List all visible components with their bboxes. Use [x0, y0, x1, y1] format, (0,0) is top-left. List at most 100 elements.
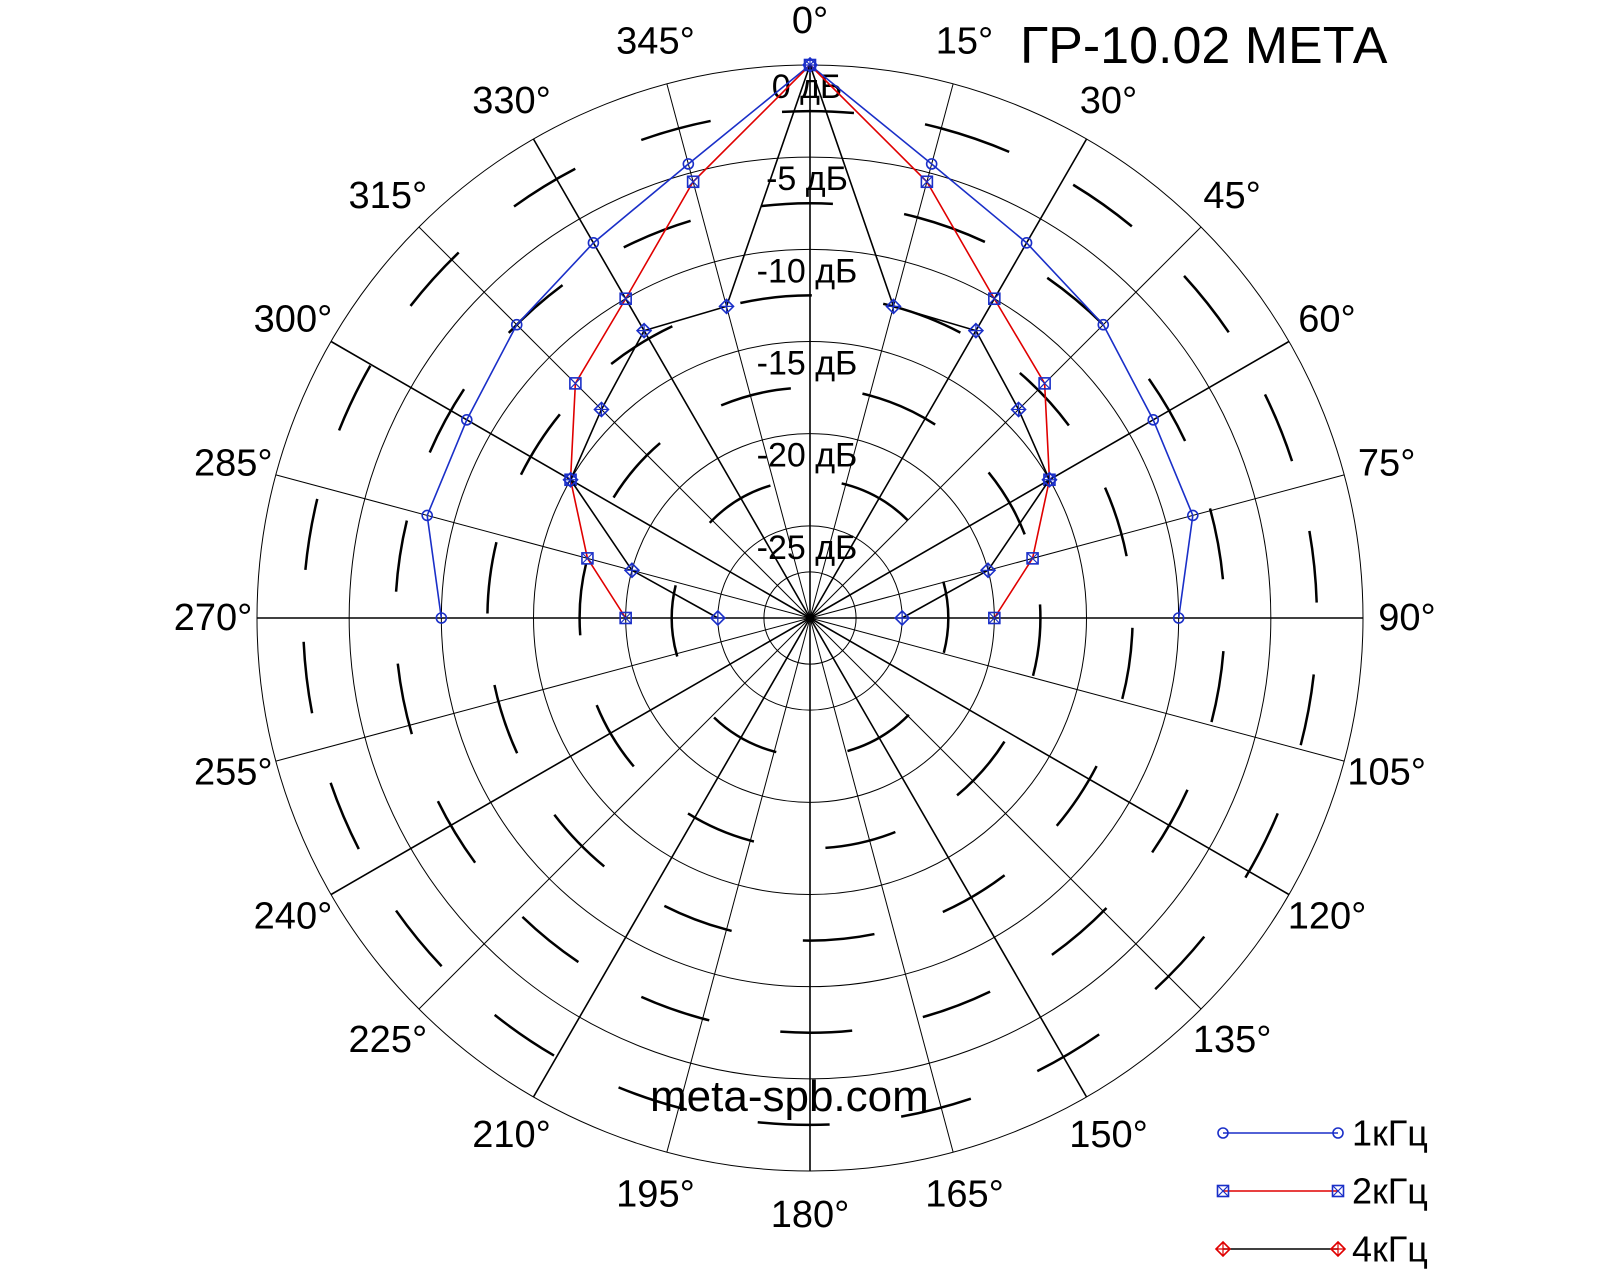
db-tick-label: -25 дБ	[757, 529, 858, 567]
marker-plus	[981, 563, 996, 578]
angle-label: 60°	[1298, 299, 1355, 341]
legend-marker	[1332, 1127, 1344, 1139]
data-point	[885, 298, 902, 315]
marker-plus	[886, 299, 901, 314]
legend-marker	[1216, 1184, 1230, 1198]
grid-spoke	[809, 617, 954, 1153]
grid-spoke	[275, 474, 811, 619]
data-point	[587, 237, 600, 249]
marker-plus	[563, 472, 578, 487]
legend-entry: 4кГц	[1214, 1229, 1428, 1270]
grid-spoke	[809, 474, 1345, 619]
data-point	[569, 377, 582, 390]
marker-plus	[1331, 1242, 1345, 1256]
marker-square	[619, 292, 632, 306]
grid-spoke	[275, 617, 811, 762]
data-point	[801, 56, 819, 74]
db-tick-label: -20 дБ	[757, 437, 858, 475]
angle-label: 300°	[254, 299, 333, 341]
marker-square	[1216, 1184, 1230, 1198]
angle-label: 105°	[1347, 752, 1426, 794]
angle-label: 135°	[1193, 1019, 1272, 1061]
angle-label: 120°	[1288, 896, 1367, 938]
data-point	[623, 562, 641, 579]
data-point	[682, 158, 695, 170]
marker-cross	[1217, 1185, 1229, 1197]
data-point	[1038, 377, 1051, 390]
marker-plus	[803, 58, 817, 72]
grid-spoke	[809, 138, 1088, 619]
marker-square	[1331, 1184, 1345, 1198]
data-point	[1147, 414, 1160, 426]
angle-label: 210°	[472, 1114, 551, 1156]
data-point	[920, 175, 934, 189]
marker-cross	[619, 612, 632, 624]
data-point	[1020, 237, 1033, 249]
marker-plus	[594, 402, 609, 417]
db-tick-label: -10 дБ	[757, 252, 858, 290]
legend-label: 2кГц	[1352, 1171, 1428, 1212]
data-point	[1097, 318, 1110, 331]
angle-label: 195°	[616, 1174, 695, 1216]
angle-label: 15°	[936, 20, 993, 62]
marker-square	[920, 175, 934, 189]
marker-plus	[1216, 1242, 1230, 1256]
data-point	[1026, 552, 1039, 565]
marker-cross	[581, 552, 594, 565]
marker-square	[1026, 552, 1039, 565]
marker-diamond	[635, 322, 653, 339]
angle-label: 330°	[472, 80, 551, 122]
legend-marker	[1329, 1240, 1347, 1258]
chart-title: ГР-10.02 МЕТА	[1020, 17, 1388, 75]
angle-label: 75°	[1358, 442, 1415, 484]
angle-label: 165°	[925, 1174, 1004, 1216]
legend-marker	[1214, 1240, 1232, 1258]
series-3	[562, 56, 1058, 627]
angle-label: 270°	[174, 597, 253, 639]
data-point	[593, 401, 610, 418]
data-point	[988, 292, 1001, 306]
marker-diamond	[593, 401, 610, 418]
marker-cross	[1026, 552, 1039, 565]
marker-square	[686, 175, 700, 189]
angular-grid-spokes	[257, 65, 1363, 1171]
grid-spoke	[809, 83, 954, 619]
marker-square	[988, 611, 1001, 625]
legend-entry: 2кГц	[1216, 1171, 1428, 1212]
angle-label: 345°	[616, 20, 695, 62]
grid-spoke	[330, 617, 811, 896]
legend: 1кГц 2кГц 4кГц	[1214, 1113, 1428, 1270]
data-point	[510, 318, 523, 331]
marker-square	[1038, 377, 1051, 390]
legend-label: 1кГц	[1352, 1113, 1428, 1154]
marker-square	[581, 552, 594, 565]
angle-label: 45°	[1203, 175, 1260, 217]
grid-spoke	[809, 617, 1088, 1098]
grid-spoke	[418, 617, 811, 1010]
marker-plus	[637, 323, 652, 338]
angle-label: 90°	[1378, 597, 1435, 639]
grid-spoke	[666, 83, 811, 619]
marker-cross	[920, 175, 933, 188]
data-point	[581, 552, 594, 565]
marker-cross	[1332, 1185, 1344, 1197]
marker-plus	[968, 323, 983, 338]
angle-label: 315°	[349, 175, 428, 217]
data-point	[925, 158, 938, 170]
marker-cross	[687, 175, 700, 188]
legend-marker	[1331, 1184, 1345, 1198]
data-point	[1172, 612, 1185, 624]
marker-plus	[710, 611, 725, 625]
marker-plus	[624, 563, 639, 578]
angle-label: 180°	[771, 1194, 850, 1236]
marker-plus	[1042, 472, 1057, 487]
watermark-url: meta-spb.com	[650, 1072, 929, 1121]
grid-spoke	[809, 617, 1290, 896]
legend-label: 4кГц	[1352, 1229, 1428, 1270]
grid-spoke	[532, 617, 811, 1098]
marker-cross	[1038, 377, 1051, 390]
marker-cross	[619, 292, 632, 305]
legend-marker	[1217, 1127, 1229, 1139]
marker-square	[988, 292, 1001, 306]
